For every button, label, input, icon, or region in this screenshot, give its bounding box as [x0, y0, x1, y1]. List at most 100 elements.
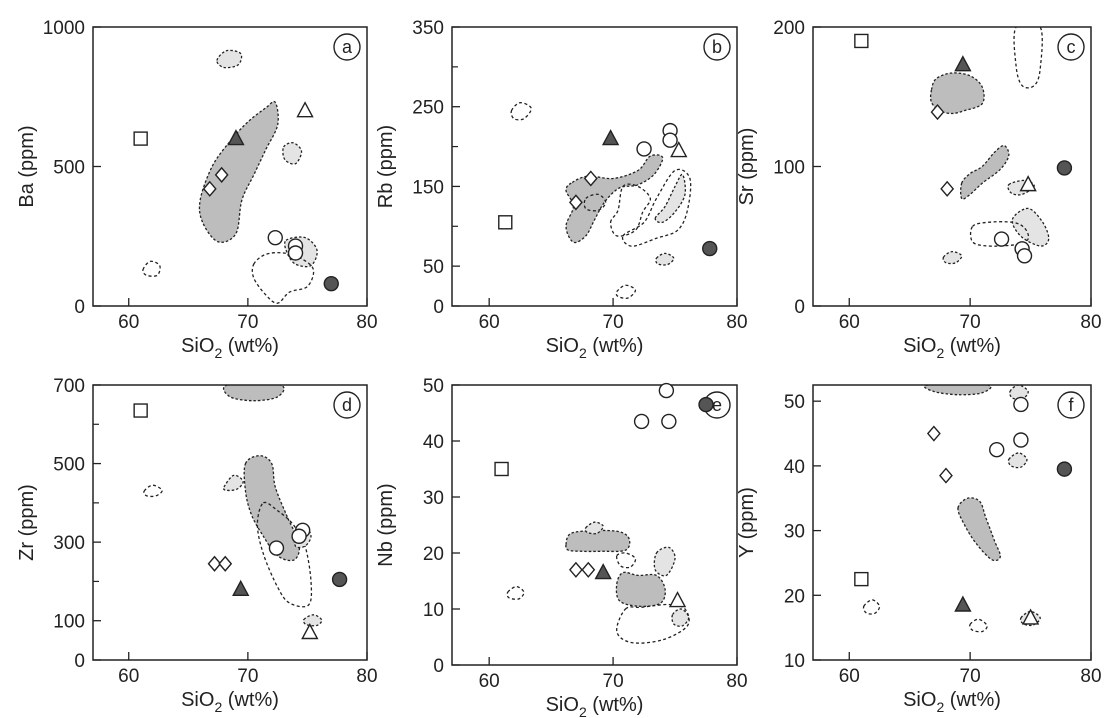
- x-tick-label: 80: [1080, 666, 1101, 687]
- x-label-base: SiO: [546, 335, 579, 357]
- data-point-circle-dark: [323, 275, 339, 292]
- panel-b: 60 70 80 0 50 150 250 350 SiO2 (wt%) Rb (ppm) b: [375, 18, 748, 361]
- data-point-diamond-open: [202, 180, 217, 197]
- x-tick-label: 70: [603, 312, 624, 333]
- x-label-sub: 2: [579, 345, 587, 361]
- field-light-6: [942, 250, 963, 265]
- x-axis-label: SiO2 (wt%): [903, 335, 1001, 361]
- data-point-triangle-open: [301, 623, 319, 640]
- y-tick-label: 50: [423, 376, 444, 397]
- data-point-circle-dark: [331, 571, 348, 588]
- panel-letter-circle: [703, 33, 731, 61]
- field-dark-1: [960, 144, 1010, 200]
- field-dark-0: [565, 529, 631, 553]
- x-label-unit: (wt%): [222, 689, 279, 711]
- data-point-diamond-open: [207, 555, 222, 572]
- x-tick-label: 60: [839, 312, 860, 333]
- data-point-diamond-open: [583, 170, 598, 187]
- field-dark-1: [615, 571, 666, 608]
- field-dash-5: [862, 599, 881, 615]
- data-point-circle-dark: [1056, 461, 1073, 477]
- panel-f: 60 70 80 10 20 30 40 50 SiO2 (wt%) Y (ppm) f: [736, 384, 1102, 715]
- x-tick-label: 70: [237, 666, 258, 687]
- y-tick-label: 350: [412, 18, 444, 39]
- data-point-circle-open: [268, 540, 285, 556]
- y-tick-label: 100: [773, 158, 805, 179]
- y-tick-label: 150: [412, 177, 444, 198]
- data-point-circle-open: [658, 382, 675, 399]
- x-tick-label: 60: [839, 666, 860, 687]
- data-point-diamond-open: [940, 180, 955, 197]
- field-dash-5: [142, 260, 161, 277]
- x-label-sub: 2: [936, 345, 944, 361]
- y-axis-label: Zr (ppm): [16, 484, 38, 561]
- data-point-triangle-open: [1021, 608, 1040, 625]
- data-point-circle-open: [636, 141, 652, 157]
- data-point-circle-open: [1013, 432, 1029, 448]
- data-point-circle-open: [1013, 396, 1029, 413]
- field-dash-2: [256, 501, 313, 608]
- field-group: [143, 385, 323, 627]
- x-tick-label: 70: [237, 312, 258, 333]
- data-point-diamond-open: [218, 555, 233, 572]
- panel-letter-circle: [333, 391, 361, 419]
- y-tick-label: 0: [794, 297, 805, 318]
- x-axis-label: SiO2 (wt%): [181, 335, 279, 361]
- x-label-unit: (wt%): [222, 335, 279, 357]
- data-point-triangle-open: [1019, 175, 1037, 192]
- panel-letter: b: [712, 37, 722, 57]
- x-axis-label: SiO2 (wt%): [181, 689, 279, 715]
- y-tick-label: 40: [784, 457, 805, 478]
- plot-frame: [92, 384, 368, 661]
- plot-frame: [812, 384, 1092, 661]
- x-tick-label: 80: [1080, 312, 1101, 333]
- data-point-diamond-open: [926, 425, 941, 442]
- x-tick-label: 60: [118, 666, 139, 687]
- panel-letter: f: [1068, 395, 1074, 415]
- y-tick-label: 500: [53, 158, 85, 179]
- x-label-unit: (wt%): [587, 335, 644, 357]
- plot-frame: [451, 384, 738, 666]
- y-tick-label: 1000: [43, 18, 85, 39]
- x-axis-label: SiO2 (wt%): [546, 694, 644, 718]
- y-tick-label: 20: [423, 544, 444, 565]
- x-label-base: SiO: [181, 335, 214, 357]
- data-point-circle-dark: [1056, 160, 1073, 176]
- x-axis-label: SiO2 (wt%): [546, 335, 644, 361]
- data-point-triangle-dark: [954, 595, 972, 612]
- field-light-3: [653, 546, 676, 577]
- data-point-circle-open: [287, 245, 304, 261]
- field-light-3: [1007, 452, 1028, 469]
- x-tick-label: 80: [726, 312, 747, 333]
- y-tick-label: 100: [53, 612, 85, 633]
- data-point-square-open: [854, 33, 869, 49]
- data-point-square-open: [133, 403, 148, 418]
- panel-letter-circle: [1057, 391, 1085, 419]
- panel-letter: c: [1067, 37, 1076, 57]
- y-tick-label: 300: [53, 533, 85, 554]
- field-dark-1: [243, 455, 301, 562]
- plot-frame: [451, 26, 738, 307]
- panel-letter-circle: [1057, 33, 1085, 61]
- x-label-base: SiO: [903, 689, 936, 711]
- y-axis-label: Ba (ppm): [16, 125, 38, 207]
- panel-letter-circle: [333, 33, 361, 61]
- x-label-sub: 2: [214, 345, 222, 361]
- data-point-circle-open: [267, 229, 283, 246]
- field-dark-0: [565, 154, 664, 244]
- data-point-circle-open: [633, 413, 650, 430]
- field-dash-2: [1013, 27, 1043, 89]
- x-tick-label: 60: [479, 312, 500, 333]
- data-point-triangle-dark: [594, 563, 612, 580]
- panel-d: 60 70 80 0 100 300 500 700 SiO2 (wt%) Zr (ppm) d: [16, 376, 378, 715]
- y-tick-label: 50: [423, 257, 444, 278]
- x-label-base: SiO: [903, 335, 936, 357]
- field-dash-5: [510, 102, 532, 121]
- data-point-circle-open: [291, 528, 307, 544]
- field-dash-2: [583, 193, 607, 212]
- field-dash-7: [506, 585, 525, 600]
- data-point-circle-open: [661, 413, 677, 430]
- x-label-unit: (wt%): [944, 689, 1001, 711]
- x-label-unit: (wt%): [944, 335, 1001, 357]
